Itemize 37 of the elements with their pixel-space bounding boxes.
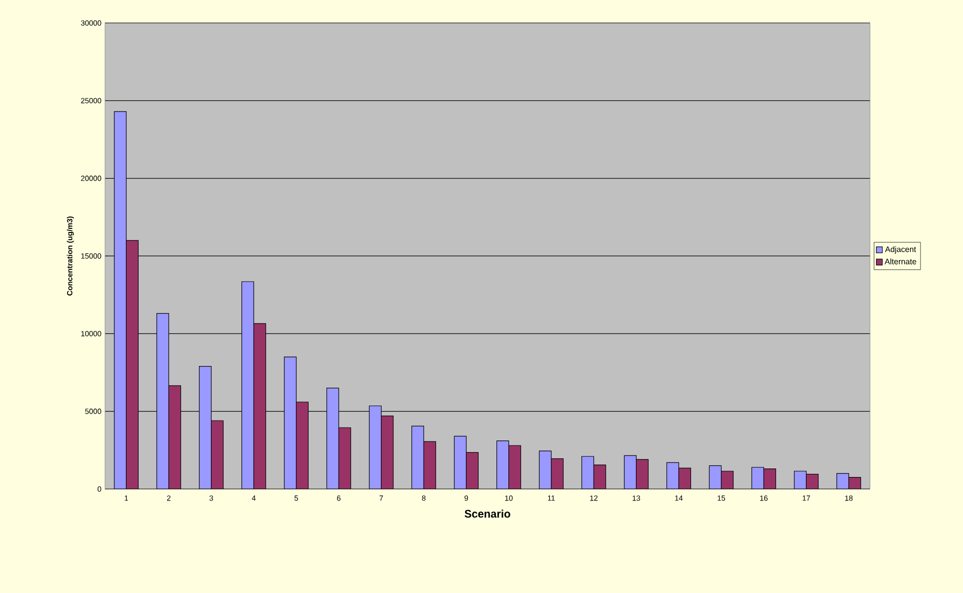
bar <box>241 281 254 489</box>
bar <box>198 366 212 489</box>
bar <box>380 416 394 489</box>
bar <box>296 402 309 489</box>
bar <box>581 456 594 489</box>
bar <box>666 462 680 489</box>
bar <box>168 385 182 489</box>
x-axis-title: Scenario <box>464 510 510 518</box>
bar <box>848 477 862 489</box>
bar <box>423 441 436 489</box>
bar <box>508 445 522 489</box>
bar <box>253 323 266 489</box>
bar <box>836 473 850 489</box>
bar <box>794 470 807 489</box>
bar <box>368 406 382 489</box>
bar <box>720 470 734 489</box>
bar <box>636 459 649 489</box>
bar <box>593 464 606 489</box>
bar <box>496 440 510 489</box>
bar <box>454 436 467 489</box>
bar <box>156 313 170 489</box>
bar <box>624 455 637 489</box>
bar <box>210 420 224 489</box>
bar <box>284 356 297 489</box>
bar <box>338 427 352 489</box>
bar <box>126 240 139 489</box>
bar <box>538 450 552 489</box>
bar <box>466 452 479 489</box>
bar <box>763 468 776 489</box>
bar <box>550 458 564 489</box>
bar <box>751 466 764 489</box>
bar <box>114 111 127 489</box>
bar <box>411 426 424 489</box>
bar <box>678 468 692 489</box>
bar <box>708 465 722 489</box>
bar <box>326 388 340 489</box>
bar <box>806 474 819 489</box>
